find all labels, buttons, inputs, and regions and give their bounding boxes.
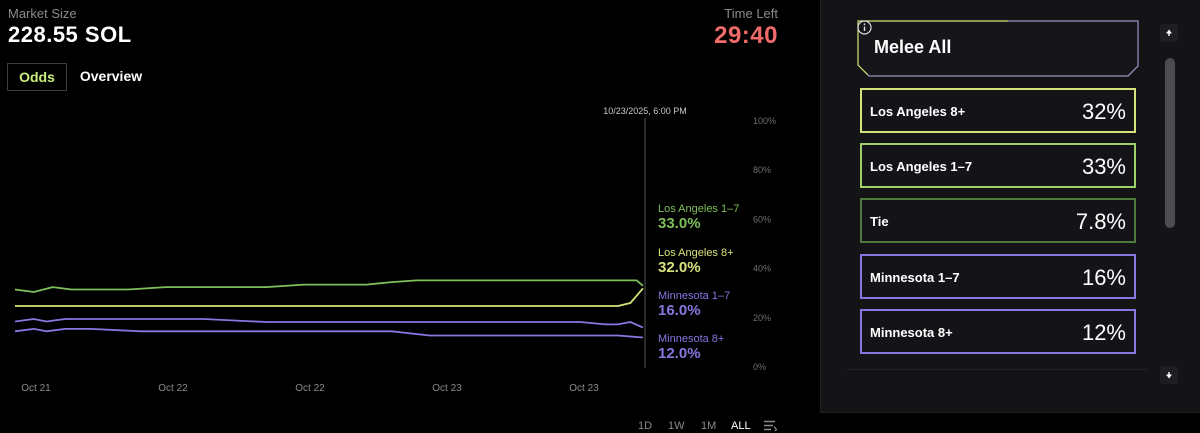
market-size-label: Market Size xyxy=(8,6,77,21)
range-all-button[interactable]: ALL xyxy=(731,420,751,432)
outcome-name: Minnesota 1–7 xyxy=(870,270,960,285)
outcome-percentage: 16% xyxy=(1081,265,1126,290)
outcome-name: Minnesota 8+ xyxy=(870,325,953,340)
outcome-minnesota-1-7[interactable]: Minnesota 1–7 16% xyxy=(860,254,1136,299)
time-left-value: 29:40 xyxy=(714,22,778,49)
series-line-3 xyxy=(14,327,644,339)
series-label-name: Minnesota 1–7 xyxy=(658,290,730,302)
y-axis-tick: 60% xyxy=(753,214,771,224)
x-axis-tick: Oct 22 xyxy=(158,383,188,394)
y-axis-tick: 80% xyxy=(753,165,771,175)
series-label-value: 32.0% xyxy=(658,259,701,276)
tab-overview[interactable]: Overview xyxy=(79,68,143,84)
melee-header: Melee All xyxy=(857,20,1139,77)
series-label-name: Los Angeles 1–7 xyxy=(658,203,739,215)
market-chart-area: Market Size 228.55 SOL Time Left 29:40 O… xyxy=(0,6,820,432)
market-size-value: 228.55 SOL xyxy=(8,22,132,47)
outcome-name: Los Angeles 1–7 xyxy=(870,159,973,174)
x-axis-tick: Oct 21 xyxy=(21,383,51,394)
panel-title: Melee All xyxy=(874,37,952,57)
scroll-down-button[interactable] xyxy=(1160,366,1178,384)
odds-line-chart[interactable]: 10/23/2025, 6:00 PM 100% 80% 60% 40% 20% 0% Oct… xyxy=(0,100,820,410)
chart-menu-icon[interactable] xyxy=(764,420,777,431)
series-line-1 xyxy=(15,287,644,307)
scroll-up-button[interactable] xyxy=(1160,24,1178,42)
series-label-value: 33.0% xyxy=(658,215,701,232)
outcome-name: Tie xyxy=(870,214,889,229)
x-axis-tick: Oct 23 xyxy=(432,383,462,394)
series-label-value: 12.0% xyxy=(658,345,701,362)
panel-divider xyxy=(847,369,1147,370)
outcome-los-angeles-8-plus[interactable]: Los Angeles 8+ 32% xyxy=(860,88,1136,133)
outcome-percentage: 33% xyxy=(1081,154,1126,179)
x-axis-tick: Oct 23 xyxy=(569,383,599,394)
series-label-value: 16.0% xyxy=(658,302,701,319)
scrollbar-thumb[interactable] xyxy=(1165,58,1175,228)
series-label-name: Los Angeles 8+ xyxy=(658,247,734,259)
x-axis-tick: Oct 22 xyxy=(295,383,325,394)
outcome-name: Los Angeles 8+ xyxy=(870,104,966,119)
arrow-up-icon xyxy=(1166,29,1172,36)
series-line-2 xyxy=(14,318,644,329)
y-axis-tick: 40% xyxy=(753,264,771,274)
outcomes-panel: Melee All Los Angeles 8+ 32% Los Angeles… xyxy=(820,0,1200,413)
outcome-percentage: 12% xyxy=(1081,320,1126,345)
y-axis-tick: 100% xyxy=(753,116,776,126)
outcome-tie[interactable]: Tie 7.8% xyxy=(860,198,1136,243)
range-1m-button[interactable]: 1M xyxy=(701,420,717,432)
melee-header-frame xyxy=(857,20,1139,77)
range-1d-button[interactable]: 1D xyxy=(638,420,653,432)
outcome-los-angeles-1-7[interactable]: Los Angeles 1–7 33% xyxy=(860,143,1136,188)
y-axis-tick: 0% xyxy=(753,362,766,372)
tab-odds[interactable]: Odds xyxy=(7,63,67,91)
series-line-0 xyxy=(14,279,644,293)
outcome-minnesota-8-plus[interactable]: Minnesota 8+ 12% xyxy=(860,309,1136,354)
info-icon[interactable] xyxy=(857,20,872,35)
time-left-label: Time Left xyxy=(724,6,778,21)
arrow-down-icon xyxy=(1166,372,1172,379)
outcome-percentage: 32% xyxy=(1081,99,1126,124)
outcome-percentage: 7.8% xyxy=(1075,209,1126,234)
hover-timestamp: 10/23/2025, 6:00 PM xyxy=(603,106,687,116)
y-axis-tick: 20% xyxy=(753,313,771,323)
series-label-name: Minnesota 8+ xyxy=(658,333,724,345)
range-1w-button[interactable]: 1W xyxy=(668,420,685,432)
